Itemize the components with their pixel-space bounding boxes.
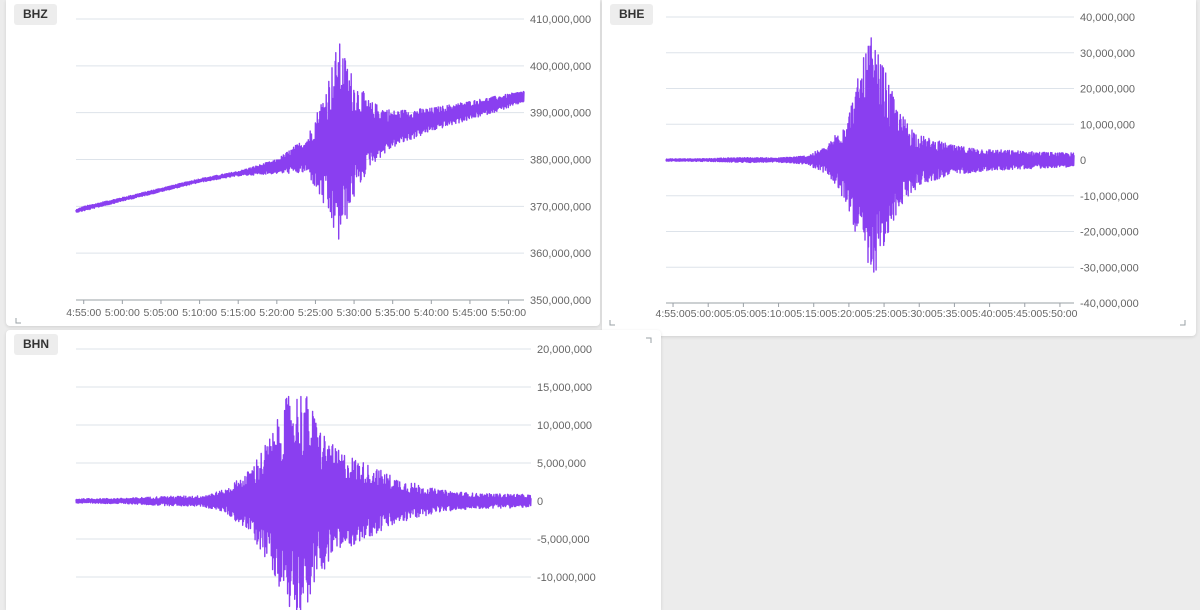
y-tick-label: -5,000,000 [537, 534, 590, 546]
y-tick-label: 370,000,000 [530, 201, 591, 213]
y-tick-label: 380,000,000 [530, 155, 591, 167]
y-tick-label: -40,000,000 [1080, 298, 1139, 310]
y-tick-label: -10,000,000 [537, 572, 596, 584]
y-tick-label: 0 [537, 496, 543, 508]
series-line [75, 43, 525, 240]
y-tick-label: 0 [1080, 155, 1086, 167]
channel-tag: BHE [610, 4, 654, 25]
chart-panel-bhe: BHE -40,000,000 -30,000,000 -20,000,000 -10… [602, 0, 1196, 336]
y-tick-label: -10,000,000 [1080, 191, 1139, 203]
chart-panel-bhn: BHN -10,000,000 -5,000,000 0 5,000,000 10,00… [6, 330, 661, 610]
resize-corner-icon [1180, 320, 1186, 326]
y-tick-label: 15,000,000 [537, 382, 592, 394]
y-tick-label: 390,000,000 [530, 108, 591, 120]
x-tick-label: 5:50:00 [1042, 308, 1077, 320]
y-tick-label: 350,000,000 [530, 295, 591, 307]
x-tick-label: 5:50:00 [491, 307, 526, 319]
resize-corner-icon [646, 337, 652, 343]
series-line [665, 37, 1075, 273]
y-tick-label: -20,000,000 [1080, 227, 1139, 239]
y-tick-label: 400,000,000 [530, 61, 591, 73]
y-tick-label: -30,000,000 [1080, 262, 1139, 274]
x-tick-label: 5:35:00 [375, 307, 410, 319]
y-tick-label: 20,000,000 [1080, 84, 1135, 96]
y-tick-label: 10,000,000 [537, 420, 592, 432]
y-tick-label: 20,000,000 [537, 344, 592, 356]
x-tick-label: 5:00:00 [691, 308, 726, 320]
x-tick-label: 5:45:00 [1007, 308, 1042, 320]
x-tick-label: 5:45:00 [452, 307, 487, 319]
channel-tag: BHZ [14, 4, 57, 25]
series-line [75, 395, 532, 610]
x-tick-label: 5:35:00 [937, 308, 972, 320]
x-tick-label: 4:55:00 [66, 307, 101, 319]
y-tick-label: 410,000,000 [530, 14, 591, 26]
resize-corner-icon [609, 320, 615, 326]
x-tick-label: 5:10:00 [761, 308, 796, 320]
y-tick-label: 5,000,000 [537, 458, 586, 470]
x-tick-label: 5:15:00 [221, 307, 256, 319]
resize-corner-icon [15, 318, 21, 324]
x-tick-label: 5:25:00 [298, 307, 333, 319]
channel-tag: BHN [14, 334, 58, 355]
x-tick-label: 5:30:00 [902, 308, 937, 320]
chart-bhn: -10,000,000 -5,000,000 0 5,000,000 10,000,00… [75, 337, 652, 610]
x-tick-label: 5:15:00 [796, 308, 831, 320]
x-tick-label: 5:30:00 [337, 307, 372, 319]
y-tick-label: 360,000,000 [530, 248, 591, 260]
y-tick-label: 40,000,000 [1080, 12, 1135, 24]
y-tick-label: 10,000,000 [1080, 119, 1135, 131]
x-tick-label: 5:20:00 [259, 307, 294, 319]
y-tick-label: 30,000,000 [1080, 48, 1135, 60]
x-tick-label: 5:00:00 [105, 307, 140, 319]
x-tick-label: 5:20:00 [831, 308, 866, 320]
x-tick-label: 5:25:00 [867, 308, 902, 320]
chart-panel-bhz: BHZ 350,000,000 360,000,000 370,000,000 380… [6, 0, 600, 326]
x-tick-label: 5:05:00 [726, 308, 761, 320]
x-tick-label: 5:40:00 [414, 307, 449, 319]
chart-bhe: -40,000,000 -30,000,000 -20,000,000 -10,000… [609, 12, 1186, 326]
x-tick-label: 5:10:00 [182, 307, 217, 319]
x-tick-label: 4:55:00 [656, 308, 691, 320]
chart-bhz: 350,000,000 360,000,000 370,000,000 380,000… [15, 14, 591, 324]
x-tick-label: 5:05:00 [143, 307, 178, 319]
x-tick-label: 5:40:00 [972, 308, 1007, 320]
